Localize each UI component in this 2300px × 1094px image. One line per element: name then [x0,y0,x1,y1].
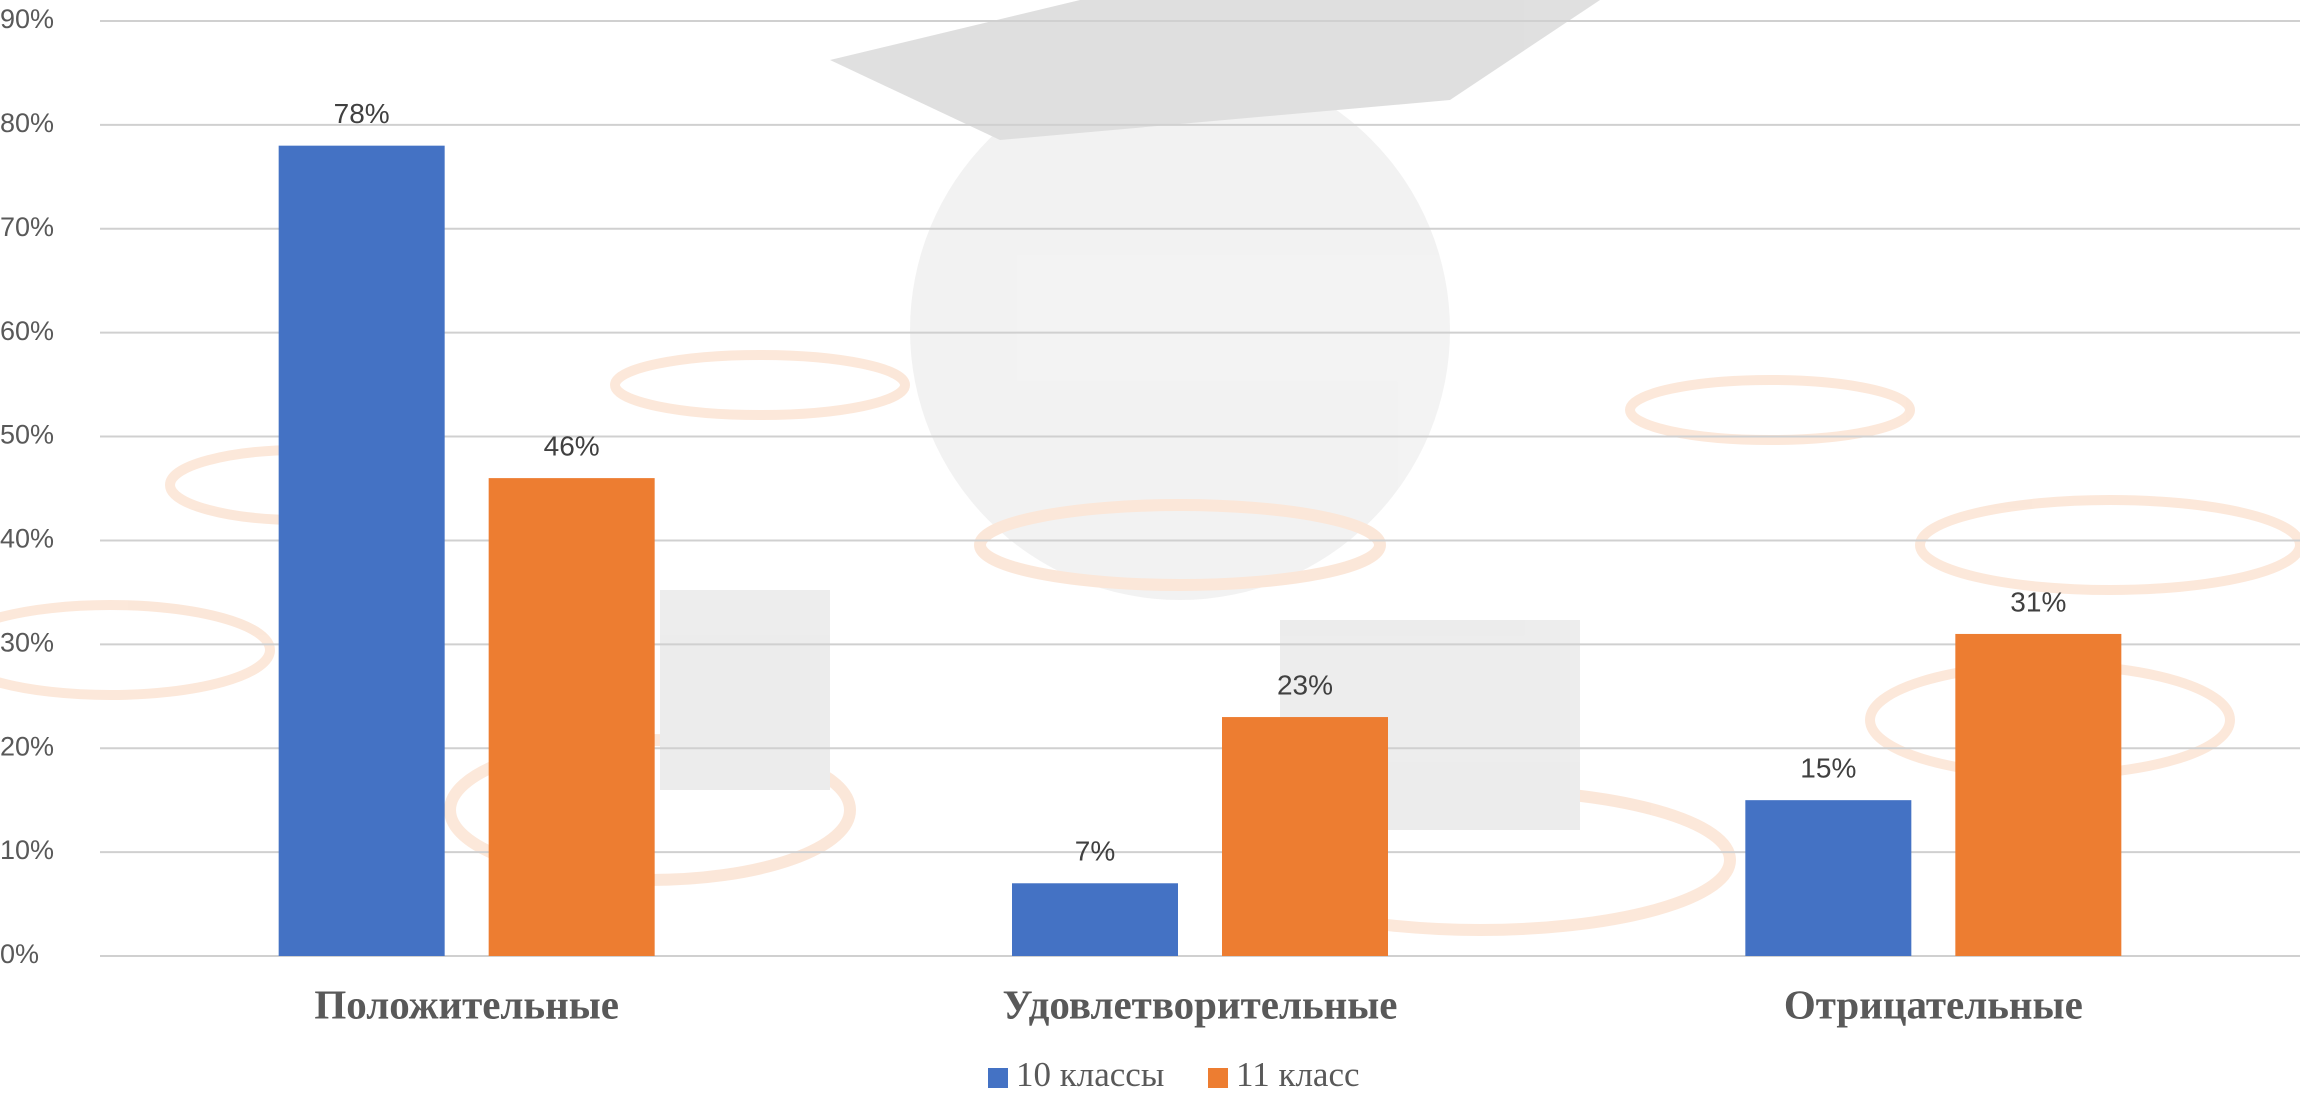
data-label: 7% [1075,836,1115,867]
data-label: 15% [1800,753,1856,784]
legend-label: 11 класс [1236,1055,1360,1094]
bar [1745,800,1912,956]
bar [1955,633,2122,956]
data-label: 46% [544,431,600,462]
y-tick-label: 90% [0,4,54,34]
y-tick-label: 0% [0,939,39,969]
y-tick-label: 40% [0,524,54,554]
y-tick-label: 70% [0,212,54,242]
y-tick-label: 50% [0,420,54,450]
data-label: 31% [2010,586,2066,617]
bar [278,145,445,956]
legend-swatch [1208,1068,1228,1088]
x-tick-label: Отрицательные [1784,981,2083,1027]
bar [1222,717,1388,956]
legend-label: 10 классы [1016,1055,1164,1094]
x-tick-label: Удовлетворительные [1003,981,1398,1027]
bar [1012,883,1178,956]
x-tick-label: Положительные [314,981,619,1027]
y-tick-label: 10% [0,835,54,865]
legend-swatch [988,1068,1008,1088]
data-label: 23% [1277,669,1333,700]
bar [488,478,655,956]
y-tick-label: 30% [0,627,54,657]
y-tick-label: 20% [0,731,54,761]
data-label: 78% [334,98,390,129]
y-tick-label: 60% [0,316,54,346]
y-tick-label: 80% [0,108,54,138]
